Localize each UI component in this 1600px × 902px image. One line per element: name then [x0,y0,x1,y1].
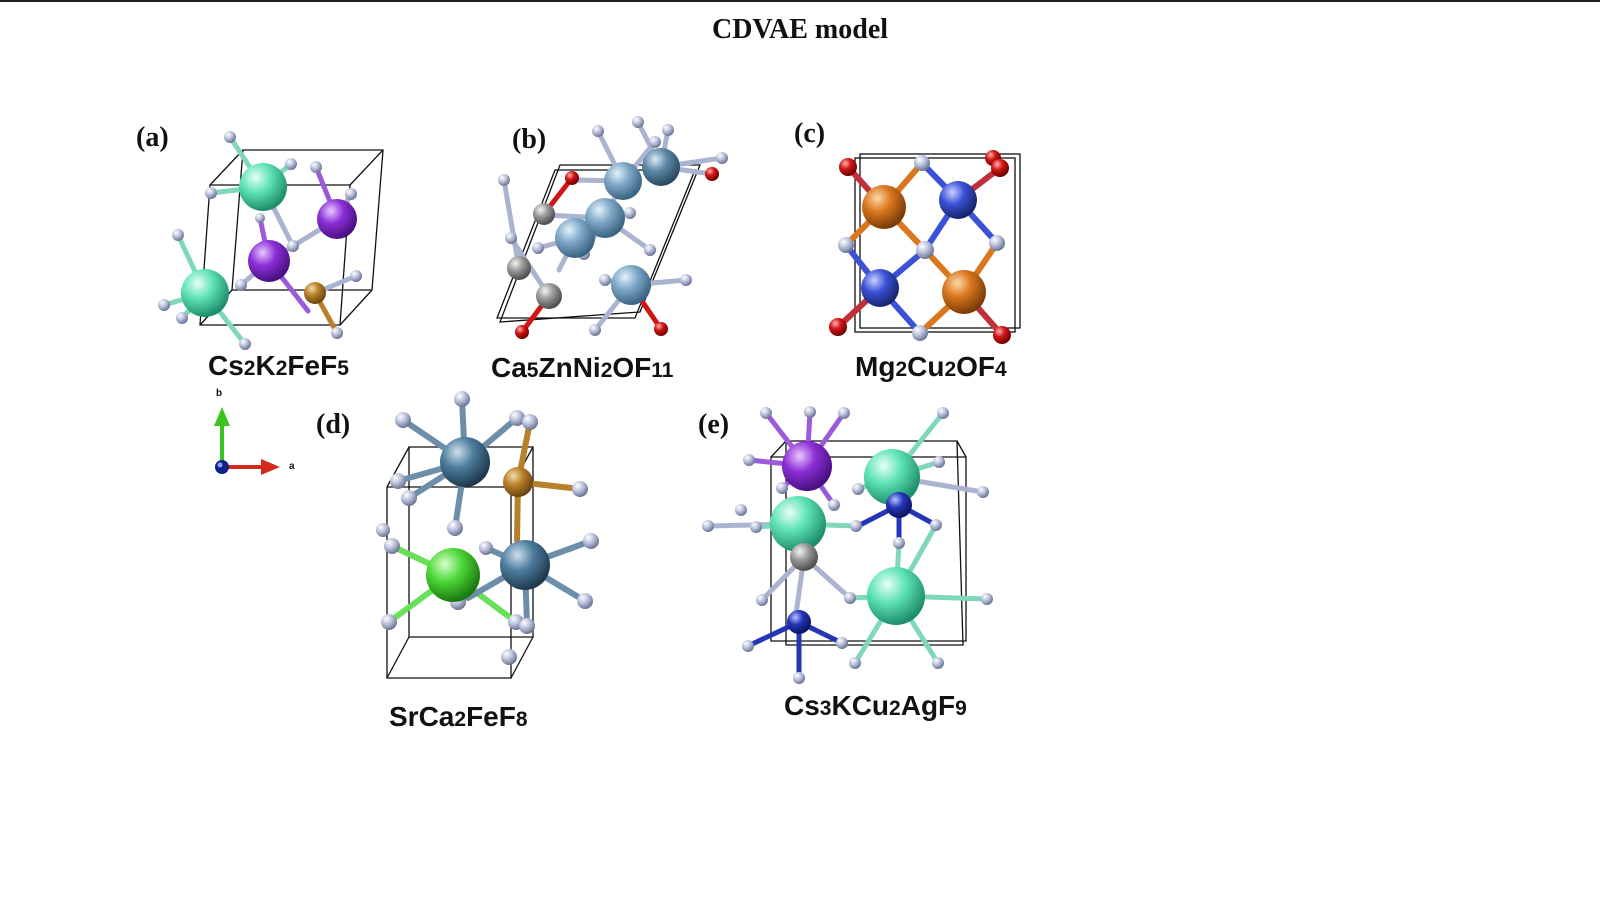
figure-title: CDVAE model [711,14,889,45]
structure-d [376,391,599,679]
unit-cell-c [854,153,1021,333]
unit-cell-b [496,164,701,323]
formula-b: Ca5ZnNi2OF11 [491,352,674,383]
axis-label-b: b [216,388,223,399]
formula-c: Mg2Cu2OF4 [855,351,1007,382]
formula-d: SrCa2FeF8 [389,701,528,732]
atoms-d [376,391,599,665]
c-axis-dot [215,460,229,474]
bonds-e [705,409,990,681]
panel-label-c: (c) [794,118,826,149]
axis-label-a: a [289,461,295,472]
panel-label-a: (a) [136,122,169,153]
bonds-d [386,396,594,629]
formula-e: Cs3KCu2AgF9 [784,690,967,721]
top-border-line [0,0,1600,2]
structure-e [702,406,993,684]
atoms-a [158,131,362,350]
atoms-b [498,116,728,339]
structure-b [496,116,728,339]
axis-indicator [214,407,280,475]
panel-label-b: (b) [512,124,547,155]
atoms-e [702,406,993,684]
atoms-c [829,150,1011,344]
structure-c [829,150,1021,344]
panel-label-d: (d) [316,409,351,440]
structure-a [158,131,384,350]
formula-a: Cs2K2FeF5 [208,350,349,381]
panel-label-e: (e) [698,409,730,440]
